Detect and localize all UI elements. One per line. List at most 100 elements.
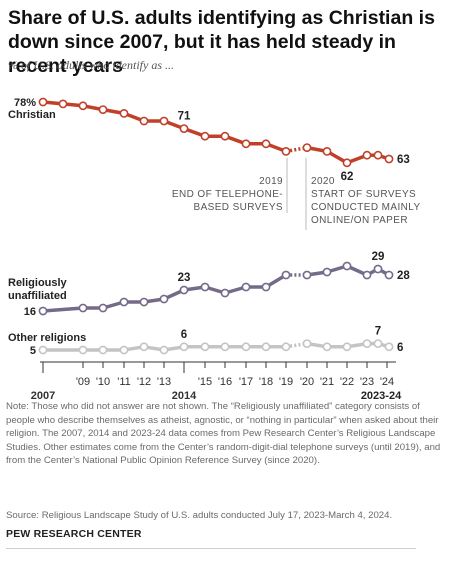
data-point-christian-2017 (241, 139, 251, 149)
chart-source: Source: Religious Landscape Study of U.S… (6, 510, 393, 521)
data-point-other-religions-2024 (384, 342, 394, 352)
data-point-christian-2024 (384, 154, 394, 164)
data-point-other-religions-2023-5 (373, 339, 383, 348)
series-religiously-unaffiliated (38, 261, 394, 316)
data-point-christian-2013 (159, 116, 169, 126)
data-point-other-religions-2007 (38, 345, 48, 355)
data-point-religiously-unaffiliated-2017 (241, 282, 251, 292)
data-point-religiously-unaffiliated-2022 (342, 261, 352, 271)
data-point-christian-2015 (200, 131, 210, 141)
annotation-left-3: BASED SURVEYS (194, 202, 284, 213)
series-layer (38, 97, 394, 355)
data-point-christian-2018 (261, 139, 271, 149)
x-tick-label: '23 (360, 376, 374, 388)
x-tick-label: '10 (96, 376, 110, 388)
data-point-religiously-unaffiliated-2024 (384, 270, 394, 280)
data-point-christian-2010 (98, 105, 108, 114)
data-point-other-religions-2010 (98, 345, 108, 355)
data-point-other-religions-2022 (342, 342, 352, 352)
data-point-religiously-unaffiliated-2007 (38, 306, 48, 316)
x-tick-label: '11 (117, 376, 131, 388)
data-point-other-religions-2019 (281, 342, 291, 352)
annotation-right-1: 2020 (311, 176, 335, 187)
data-point-christian-2023-5 (373, 150, 383, 160)
data-point-religiously-unaffiliated-2015 (200, 282, 210, 292)
data-point-religiously-unaffiliated-2023 (362, 270, 372, 280)
data-point-other-religions-2016 (220, 342, 230, 352)
data-point-religiously-unaffiliated-2010 (98, 303, 108, 313)
data-point-religiously-unaffiliated-2016 (220, 288, 230, 298)
value-label-christian-end: 63 (397, 154, 410, 166)
data-point-christian-2022 (342, 158, 352, 168)
series-other-religions (38, 339, 394, 355)
value-label-other-religions-2014: 6 (181, 329, 187, 341)
value-label-christian-2022: 62 (341, 171, 354, 183)
series-name-unaffiliated-2: unaffiliated (8, 290, 67, 302)
data-point-christian-2014 (179, 124, 189, 134)
x-tick-sublabel: 2023-24 (361, 390, 402, 400)
data-point-christian-2023 (362, 150, 372, 160)
x-tick-label: 2014 (172, 390, 197, 400)
data-point-christian-2020 (302, 143, 312, 152)
data-point-other-religions-2018 (261, 342, 271, 352)
data-point-religiously-unaffiliated-2009 (78, 303, 88, 313)
value-label-religiously-unaffiliated-2023-5: 29 (372, 251, 385, 263)
data-point-other-religions-2017 (241, 342, 251, 352)
data-point-religiously-unaffiliated-2014 (179, 285, 189, 295)
x-tick-label: '21 (320, 376, 334, 388)
chart-note: Note: Those who did not answer are not s… (6, 401, 441, 467)
x-tick-label: '15 (198, 376, 212, 388)
value-label-other-religions-2023-5: 7 (375, 326, 381, 338)
data-point-religiously-unaffiliated-2023-5 (373, 264, 383, 274)
data-point-christian-2016 (220, 131, 230, 141)
data-point-other-religions-2011 (119, 345, 129, 355)
footer-rule (6, 548, 416, 549)
x-tick-label: '17 (239, 376, 253, 388)
data-point-christian-2021 (322, 146, 332, 156)
start-label-other-religions: 5 (30, 345, 36, 357)
data-point-religiously-unaffiliated-2020 (302, 270, 312, 280)
series-name-other: Other religions (8, 332, 86, 344)
data-point-christian-2007 (38, 97, 48, 107)
annotation-right-3: CONDUCTED MAINLY (311, 202, 421, 213)
value-label-christian-2014: 71 (178, 111, 191, 123)
chart-title: Share of U.S. adults identifying as Chri… (8, 7, 435, 77)
series-christian (38, 97, 394, 168)
line-chart: 2019 END OF TELEPHONE- BASED SURVEYS 202… (8, 97, 421, 400)
x-tick-label: '12 (137, 376, 151, 388)
x-tick-label: 2007 (31, 390, 55, 400)
data-point-religiously-unaffiliated-2018 (261, 282, 271, 292)
data-point-christian-2009 (78, 101, 88, 111)
data-point-religiously-unaffiliated-2013 (159, 294, 169, 304)
data-point-religiously-unaffiliated-2021 (322, 267, 332, 277)
series-names: Christian Religiously unaffiliated Other… (8, 109, 86, 344)
x-tick-label: '20 (300, 376, 314, 388)
publisher-footer: PEW RESEARCH CENTER (6, 528, 142, 540)
data-point-religiously-unaffiliated-2011 (119, 297, 129, 307)
data-point-christian-2019 (281, 146, 291, 156)
start-label-religiously-unaffiliated: 16 (24, 306, 36, 318)
x-tick-label: '22 (340, 376, 354, 388)
x-tick-label: '19 (279, 376, 293, 388)
data-point-other-religions-2021 (322, 342, 332, 352)
x-tick-label: '24 (380, 376, 394, 388)
data-point-religiously-unaffiliated-2019 (281, 270, 291, 280)
value-label-religiously-unaffiliated-2014: 23 (178, 272, 191, 284)
annotations: 2019 END OF TELEPHONE- BASED SURVEYS 202… (172, 158, 421, 230)
chart-subtitle: % of U.S. adults who identify as ... (8, 58, 174, 72)
data-point-christian-2008 (58, 99, 68, 109)
series-name-christian: Christian (8, 109, 56, 121)
data-point-other-religions-2023 (362, 339, 372, 348)
x-tick-label: '16 (218, 376, 232, 388)
data-point-other-religions-2009 (78, 345, 88, 355)
annotation-right-2: START OF SURVEYS (311, 189, 416, 200)
data-point-other-religions-2013 (159, 345, 169, 355)
data-point-other-religions-2015 (200, 342, 210, 352)
value-label-other-religions-end: 6 (397, 342, 403, 354)
series-name-unaffiliated-1: Religiously (8, 277, 68, 289)
line-segment (42, 306, 84, 313)
annotation-left-2: END OF TELEPHONE- (172, 189, 283, 200)
start-label-christian: 78% (14, 97, 36, 109)
x-tick-label: '13 (157, 376, 171, 388)
x-tick-label: '09 (76, 376, 90, 388)
